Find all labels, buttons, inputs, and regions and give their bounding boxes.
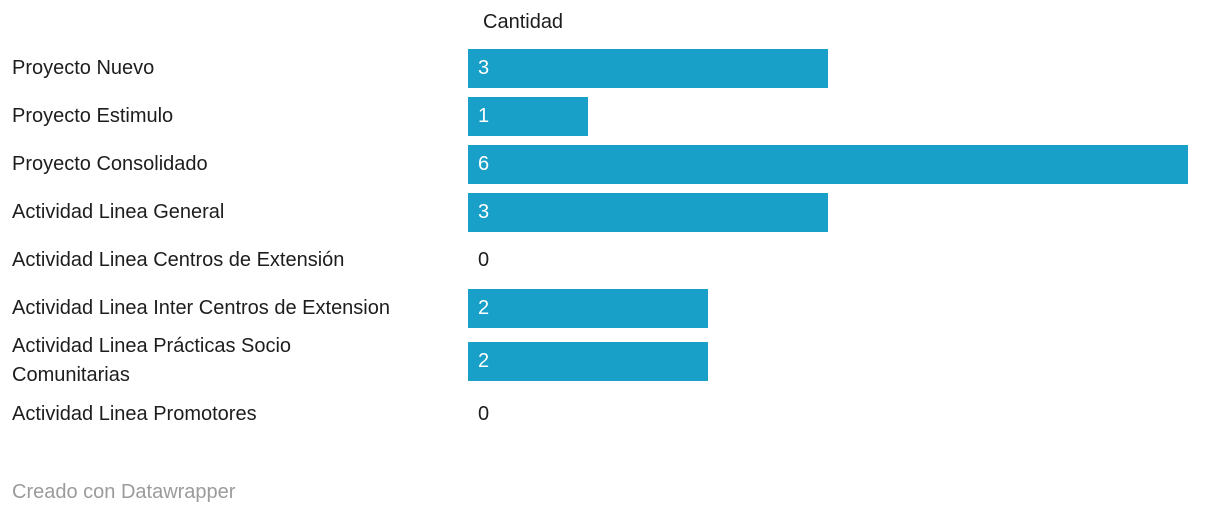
chart-row: Actividad Linea Promotores 0: [0, 390, 1220, 438]
column-header-cantidad: Cantidad: [483, 11, 564, 33]
row-label: Actividad Linea Prácticas Socio Comunita…: [12, 335, 292, 386]
bar-value-label: 6: [478, 152, 490, 175]
bar-value-label: 3: [478, 56, 490, 79]
bar-zone: 6: [468, 144, 1208, 184]
bar-zone: 3: [468, 48, 1208, 88]
bar: 6: [468, 144, 1188, 184]
bar-zone: 3: [468, 192, 1208, 232]
bar-zone: 1: [468, 96, 1208, 136]
bar: 2: [468, 288, 708, 328]
row-label: Proyecto Estimulo: [12, 104, 174, 127]
row-label: Actividad Linea General: [12, 200, 225, 223]
datawrapper-credit-link[interactable]: Creado con Datawrapper: [12, 481, 236, 503]
chart-row: Proyecto Consolidado 6: [0, 140, 1220, 188]
bar-zone: 2: [468, 341, 1208, 381]
chart-row: Proyecto Nuevo 3: [0, 44, 1220, 92]
bar: 2: [468, 341, 708, 381]
bar: 3: [468, 192, 828, 232]
zero-value-label: 0: [478, 248, 490, 271]
bar-zone: 0: [468, 395, 1208, 434]
bar-value-label: 3: [478, 200, 490, 223]
row-label: Proyecto Nuevo: [12, 56, 155, 79]
bar-value-label: 2: [478, 296, 490, 319]
row-label: Actividad Linea Promotores: [12, 402, 257, 425]
bar-value-label: 2: [478, 349, 490, 372]
bar: 3: [468, 48, 828, 88]
bar-zone: 2: [468, 288, 1208, 328]
zero-value-label: 0: [478, 402, 490, 425]
chart-rows: Proyecto Nuevo 3 Proyecto Estimulo 1 Proyect…: [0, 44, 1220, 438]
row-label: Actividad Linea Centros de Extensión: [12, 248, 345, 271]
chart-row: Proyecto Estimulo 1: [0, 92, 1220, 140]
row-label: Actividad Linea Inter Centros de Extensi…: [12, 296, 390, 319]
chart-row: Actividad Linea Centros de Extensión 0: [0, 236, 1220, 284]
chart-row: Actividad Linea Inter Centros de Extensi…: [0, 284, 1220, 332]
row-label: Proyecto Consolidado: [12, 152, 208, 175]
bar-zone: 0: [468, 241, 1208, 280]
chart-row: Actividad Linea General 3: [0, 188, 1220, 236]
bar-value-label: 1: [478, 104, 490, 127]
chart-row: Actividad Linea Prácticas Socio Comunita…: [0, 332, 1220, 390]
bar: 1: [468, 96, 588, 136]
